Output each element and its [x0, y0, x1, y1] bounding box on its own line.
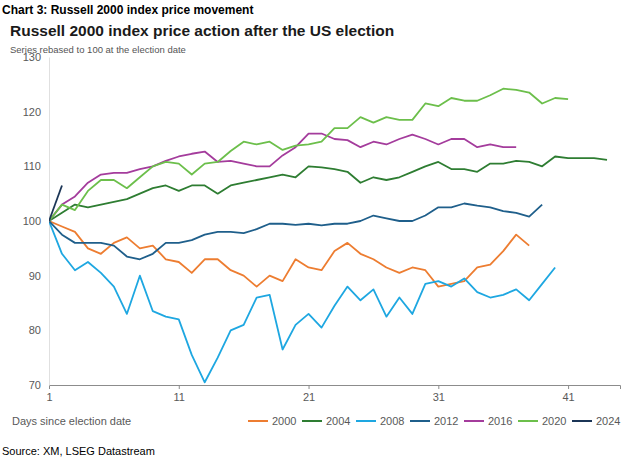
legend-swatch: [572, 420, 592, 422]
x-tick-label: 41: [562, 391, 574, 403]
x-tick-label: 1: [46, 391, 52, 403]
y-tick-label: 120: [23, 106, 41, 118]
y-tick: 110: [23, 160, 49, 172]
legend-item: 2008: [356, 415, 404, 427]
y-tick-label: 90: [29, 270, 41, 282]
title: Russell 2000 index price action after th…: [10, 22, 394, 39]
legend-item: 2000: [248, 415, 296, 427]
series-line: [49, 185, 62, 221]
legend-label: 2012: [434, 415, 458, 427]
legend-item: 2016: [464, 415, 512, 427]
series-line: [49, 221, 529, 287]
legend-item: 2020: [518, 415, 566, 427]
series-line: [49, 204, 542, 260]
legend-item: 2004: [302, 415, 350, 427]
y-tick: 100: [23, 215, 49, 227]
series-line: [49, 89, 568, 221]
legend-swatch: [248, 420, 268, 422]
legend-label: 2024: [596, 415, 620, 427]
x-axis: 111213141: [46, 385, 620, 403]
chart: Chart 3: Russell 2000 index price moveme…: [0, 0, 644, 462]
x-axis-line: [50, 386, 621, 390]
caption: Chart 3: Russell 2000 index price moveme…: [2, 3, 253, 17]
legend-swatch: [518, 420, 538, 422]
x-tick: 41: [562, 385, 574, 403]
plot-area: [49, 89, 607, 383]
x-tick-mark: [179, 385, 180, 389]
legend-label: 2020: [542, 415, 566, 427]
legend-swatch: [410, 420, 430, 422]
legend-swatch: [464, 420, 484, 422]
x-tick: 31: [433, 385, 445, 403]
y-tick: 130: [23, 51, 49, 63]
y-tick-label: 110: [23, 160, 41, 172]
x-tick: 1: [46, 385, 52, 403]
y-tick-label: 70: [29, 379, 41, 391]
x-tick-label: 11: [174, 391, 185, 403]
y-tick: 80: [29, 324, 49, 336]
legend-item: 2012: [410, 415, 458, 427]
legend-label: 2000: [272, 415, 296, 427]
y-tick-label: 80: [29, 324, 41, 336]
series-line: [49, 134, 516, 221]
legend-swatch: [356, 420, 376, 422]
x-tick-label: 21: [303, 391, 315, 403]
legend-swatch: [302, 420, 322, 422]
legend: 2000 2004 2008 2012 2016 2020 2024: [248, 415, 620, 427]
x-tick-mark: [49, 385, 50, 389]
x-tick: 21: [303, 385, 315, 403]
legend-label: 2016: [488, 415, 512, 427]
series-line: [49, 156, 607, 221]
y-tick: 120: [23, 106, 49, 118]
y-tick-label: 100: [23, 215, 41, 227]
x-tick-mark: [309, 385, 310, 389]
x-tick: 11: [174, 385, 185, 403]
series-line: [49, 221, 555, 382]
legend-item: 2024: [572, 415, 620, 427]
source: Source: XM, LSEG Datastream: [2, 445, 155, 457]
legend-label: 2004: [326, 415, 350, 427]
y-tick: 70: [29, 379, 49, 391]
x-tick-mark: [568, 385, 569, 389]
x-axis-title: Days since election date: [12, 415, 131, 427]
x-tick-mark: [438, 385, 439, 389]
y-axis: 70 80 90 100 110 120 130: [23, 51, 50, 391]
y-tick: 90: [29, 270, 49, 282]
y-tick-label: 130: [23, 51, 41, 63]
legend-label: 2008: [380, 415, 404, 427]
x-tick-label: 31: [433, 391, 445, 403]
